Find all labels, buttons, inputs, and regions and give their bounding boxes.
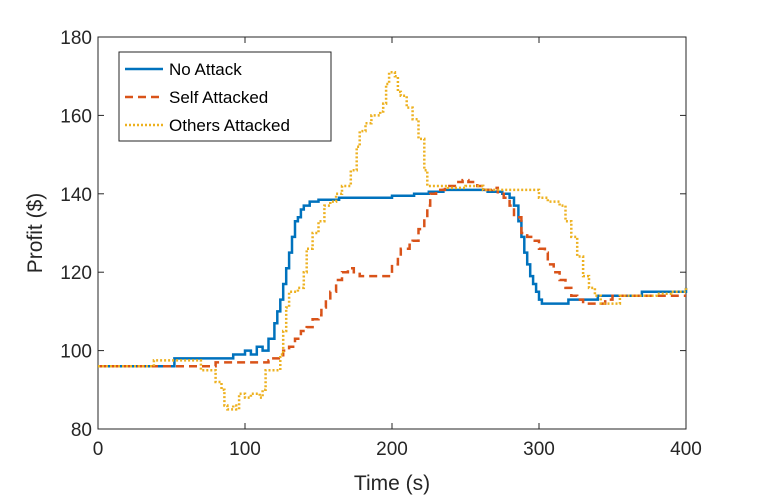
legend-label-self-attacked: Self Attacked (169, 88, 268, 107)
x-axis: 0 100 200 300 400 (93, 37, 702, 460)
x-axis-label: Time (s) (354, 472, 430, 495)
x-tick-label: 0 (93, 439, 104, 460)
y-tick-label: 140 (60, 185, 92, 206)
x-tick-label: 200 (376, 439, 408, 460)
series-line-others-attacked (98, 71, 688, 411)
legend-label-others-attacked: Others Attacked (169, 116, 290, 135)
y-axis-label: Profit ($) (24, 193, 47, 274)
x-tick-label: 100 (229, 439, 261, 460)
series-line-no-attack (98, 188, 688, 368)
legend: No Attack Self Attacked Others Attacked (118, 51, 332, 142)
y-tick-label: 80 (71, 420, 92, 441)
legend-label-no-attack: No Attack (169, 60, 242, 79)
x-tick-label: 300 (523, 439, 555, 460)
series-layer (98, 71, 688, 411)
series-line-self-attacked (98, 178, 686, 368)
x-tick-label: 400 (670, 439, 702, 460)
y-tick-label: 100 (60, 342, 92, 363)
y-axis: 80 100 120 140 160 180 (60, 28, 686, 441)
y-tick-label: 160 (60, 106, 92, 127)
y-tick-label: 180 (60, 28, 92, 49)
y-tick-label: 120 (60, 263, 92, 284)
